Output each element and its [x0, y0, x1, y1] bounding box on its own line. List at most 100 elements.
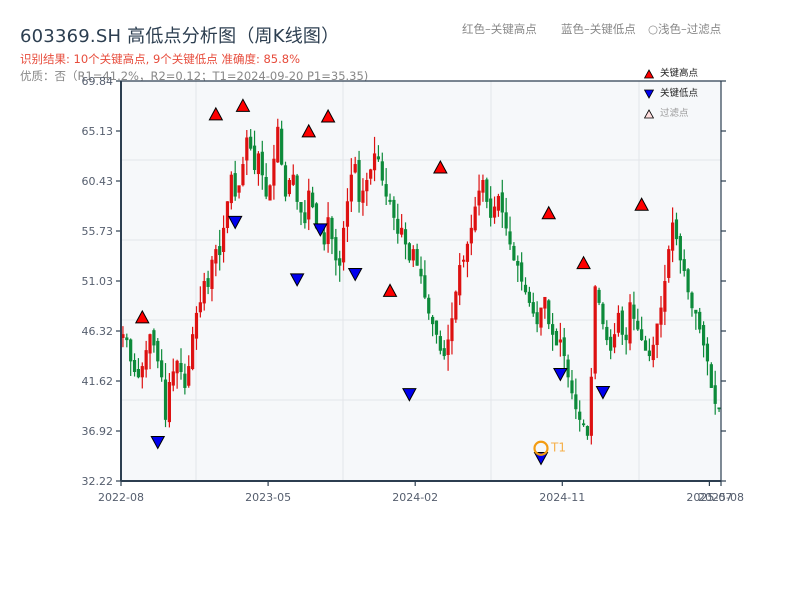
x-tick-label: 2025-07	[686, 491, 732, 504]
legend-item-high: 关键高点	[644, 64, 698, 84]
candle	[671, 207, 675, 263]
key-low-marker	[402, 388, 417, 402]
candle	[632, 291, 636, 331]
candle	[144, 340, 148, 378]
candle	[481, 174, 485, 202]
candle	[365, 172, 369, 206]
candle	[686, 268, 690, 300]
legend-label-low: 关键低点	[660, 88, 699, 99]
candle	[562, 327, 566, 372]
candle	[415, 243, 419, 266]
candle	[597, 287, 601, 306]
candle	[407, 242, 411, 263]
candle	[640, 316, 644, 341]
candle	[694, 309, 698, 330]
candle	[485, 177, 489, 209]
candle	[574, 378, 578, 420]
y-tick-label: 69.84	[82, 75, 114, 88]
candle	[376, 145, 381, 162]
candle	[454, 290, 458, 323]
key-high-marker	[320, 108, 336, 123]
candle	[477, 174, 481, 216]
chart-title: 603369.SH 高低点分析图（周K线图）	[20, 26, 340, 47]
candle	[191, 326, 195, 371]
t1-label: T1	[550, 441, 566, 455]
legend-item-filtered: 过滤点	[644, 104, 698, 124]
candle	[140, 362, 144, 389]
candle	[570, 370, 574, 400]
candle	[512, 242, 516, 261]
candle	[492, 196, 497, 224]
quality-meta: 优质：否（R1=41.2%，R2=0.12；T1=2024-09-20 P1=3…	[20, 69, 369, 83]
candle	[268, 184, 272, 201]
key-high-marker	[301, 123, 317, 138]
candle	[233, 160, 237, 201]
candle	[543, 296, 547, 319]
candle	[283, 161, 288, 202]
candle	[353, 156, 357, 174]
candle	[396, 203, 400, 244]
candle	[535, 301, 539, 333]
candle	[326, 202, 330, 253]
legend-label-filtered: 过滤点	[660, 108, 689, 119]
candle	[450, 302, 454, 355]
key-low-marker	[595, 386, 611, 400]
candle	[678, 233, 682, 274]
legend-label-high: 关键高点	[660, 68, 699, 79]
candle	[643, 335, 648, 351]
y-tick-label: 65.13	[82, 125, 114, 138]
candle	[655, 323, 659, 359]
candle	[171, 358, 175, 392]
candle	[175, 359, 179, 389]
key-high-marker	[433, 159, 448, 174]
candle	[291, 164, 295, 187]
candle	[609, 329, 613, 360]
key-high-marker	[208, 106, 224, 121]
candle	[206, 270, 210, 295]
candle	[264, 163, 268, 200]
candle	[330, 216, 334, 255]
y-tick-label: 36.92	[82, 425, 114, 438]
key-high-marker	[634, 197, 649, 211]
candle	[152, 328, 156, 353]
candle	[369, 168, 373, 185]
legend-text-red: 红色–关键高点	[462, 22, 537, 36]
candle	[558, 322, 562, 357]
candle	[229, 171, 233, 210]
x-tick-label: 2022-08	[98, 491, 144, 504]
y-tick-label: 60.43	[82, 175, 114, 188]
candle	[717, 407, 721, 413]
candle	[423, 260, 427, 300]
key-high-marker	[382, 283, 398, 297]
recognition-result: 识别结果: 10个关键高点, 9个关键低点 准确度: 85.8%	[20, 52, 301, 66]
key-low-marker	[553, 367, 568, 382]
candle	[341, 221, 346, 271]
triangle-up-light-icon	[644, 109, 654, 119]
candle	[601, 302, 605, 330]
candle	[311, 186, 315, 209]
key-high-marker	[134, 309, 150, 324]
candle	[701, 321, 706, 358]
candle	[132, 353, 137, 377]
candle	[280, 120, 284, 166]
candle	[260, 140, 264, 190]
t1-circle-marker	[533, 440, 549, 456]
x-tick-label: 2023-05	[245, 491, 291, 504]
candle	[299, 202, 303, 226]
y-tick-label: 46.32	[82, 325, 114, 338]
candle	[489, 186, 493, 227]
candle	[508, 216, 512, 250]
candle	[616, 305, 621, 337]
candle	[125, 333, 129, 348]
candle	[388, 193, 392, 205]
candle	[183, 363, 187, 395]
candle	[578, 400, 582, 432]
candle	[237, 185, 241, 199]
candle	[411, 245, 415, 268]
candle	[663, 264, 667, 326]
candle	[419, 256, 423, 284]
candle	[357, 150, 361, 213]
candle	[504, 197, 508, 236]
candle	[194, 306, 199, 350]
